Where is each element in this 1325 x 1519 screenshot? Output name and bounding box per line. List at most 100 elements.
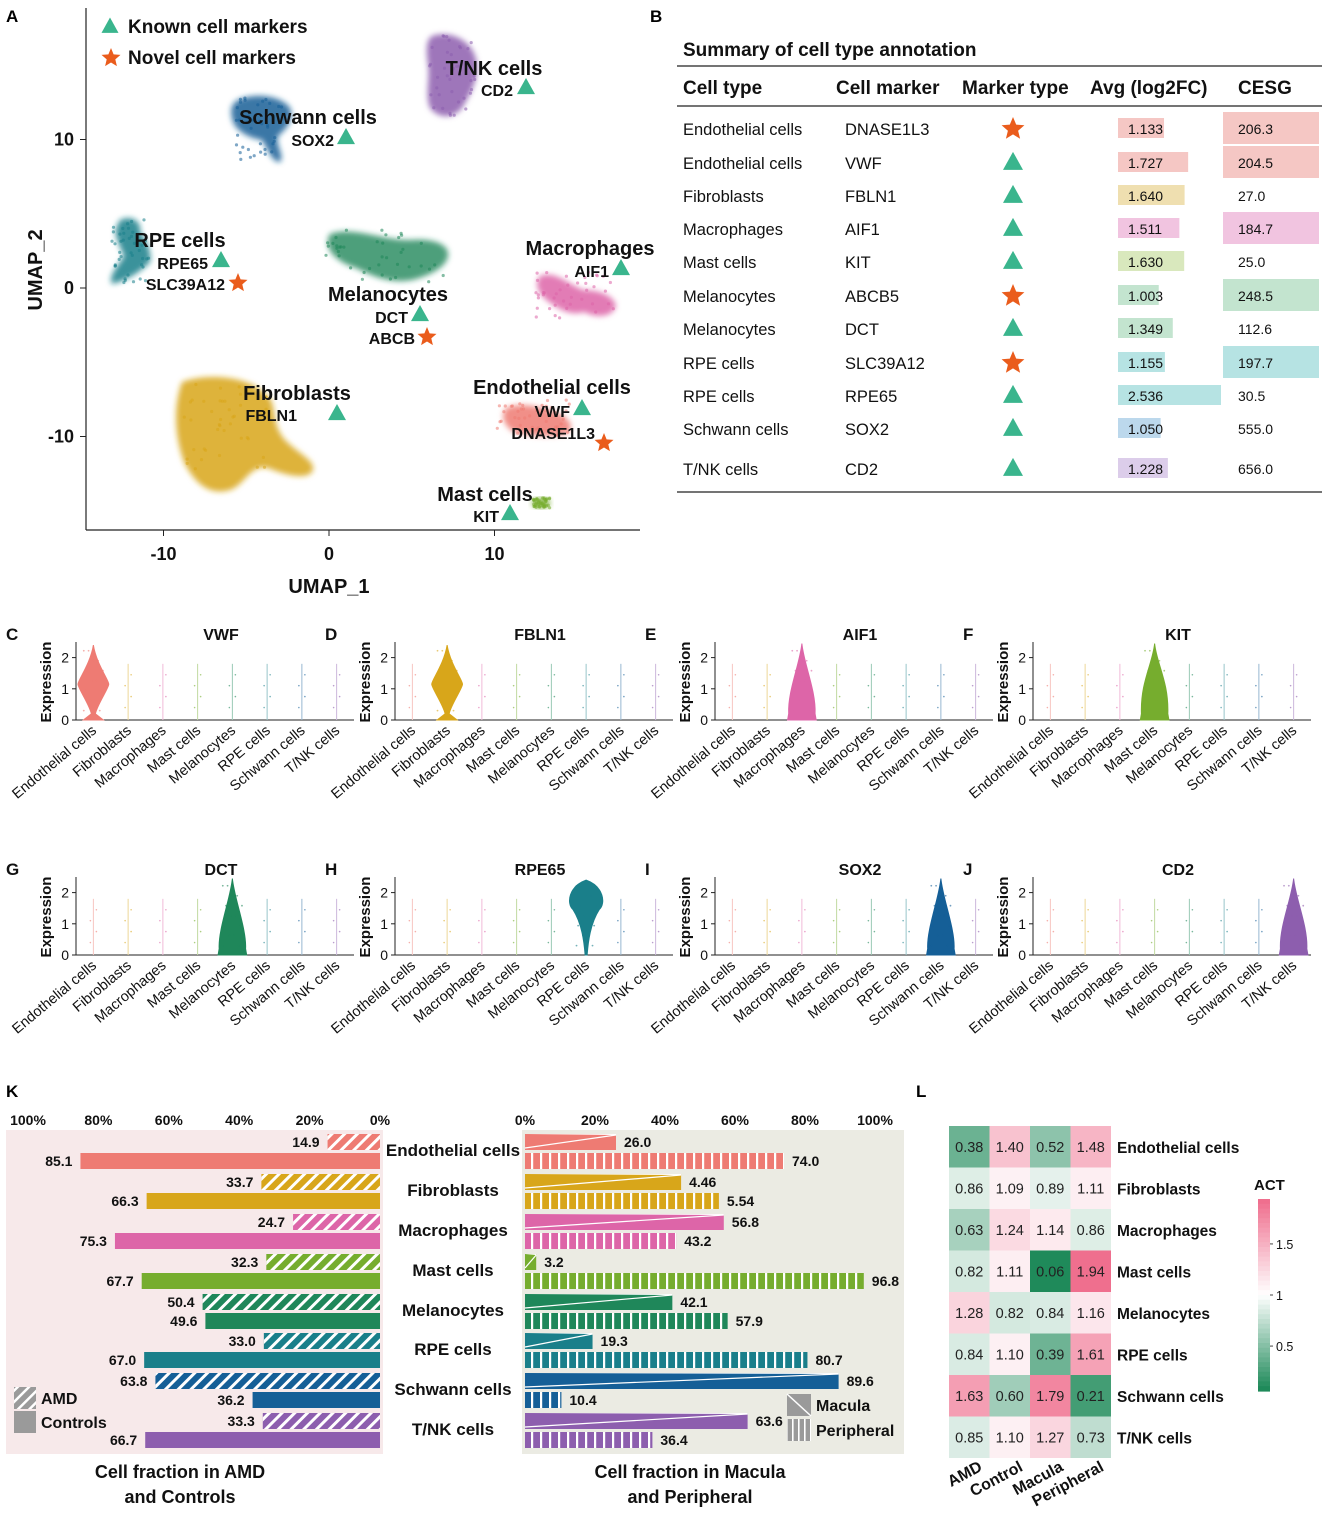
legend-gradient-step: [1258, 1218, 1270, 1224]
macula-bar: [524, 1174, 682, 1190]
macula-wedge-line: [524, 1413, 748, 1428]
violin-point: [159, 684, 161, 687]
violin-point: [1289, 684, 1292, 687]
violin-title: SOX2: [839, 862, 882, 879]
controls-value-label: 66.3: [111, 1193, 138, 1209]
fraction-category-fibroblasts: Fibroblasts: [407, 1181, 499, 1200]
violin-y-tick-label: 0: [1018, 947, 1026, 963]
heatmap-value: 0.06: [1036, 1264, 1064, 1280]
umap-point: [342, 245, 346, 249]
violin-point: [804, 679, 806, 682]
violin-point: [908, 908, 910, 911]
umap-point: [140, 243, 144, 247]
umap-point: [118, 250, 122, 254]
violin-point: [769, 695, 771, 698]
violin-point: [1226, 908, 1228, 911]
umap-point: [517, 416, 521, 420]
macula-wedge: [525, 1134, 616, 1135]
umap-point: [564, 398, 568, 402]
umap-point: [523, 416, 527, 420]
amd-value-label: 24.7: [258, 1214, 285, 1230]
violin-point: [1087, 908, 1089, 911]
umap-points: [110, 34, 615, 510]
umap-point: [218, 386, 223, 390]
violin-point: [1255, 941, 1257, 944]
heatmap-value: 0.86: [955, 1181, 983, 1197]
amd-value-label: 14.9: [292, 1134, 319, 1150]
violin-point: [1286, 904, 1289, 907]
violin-point: [930, 944, 933, 947]
violin-point: [728, 919, 731, 922]
violin-point: [585, 894, 588, 897]
panel-letter: E: [645, 625, 656, 644]
umap-point: [244, 115, 248, 119]
heatmap-value: 0.39: [1036, 1347, 1064, 1363]
umap-point: [113, 242, 117, 246]
violin-point: [193, 941, 196, 944]
table-cell-cesg: 248.5: [1238, 288, 1273, 304]
violin-point: [1283, 944, 1285, 947]
violin-point: [1153, 659, 1156, 662]
umap-point: [432, 106, 436, 110]
umap-point: [117, 257, 121, 261]
umap-point: [449, 53, 453, 57]
umap-point: [335, 246, 339, 250]
umap-point: [238, 100, 243, 104]
violin-point: [798, 941, 800, 944]
umap-point: [141, 256, 145, 261]
macula-peripheral-bars: 0% 20% 40% 60% 80% 100% 26.0 74.0 4.46 5.54 56.8 43…: [515, 1112, 904, 1507]
violin-point: [298, 919, 300, 922]
violin-point: [947, 924, 950, 927]
violin-point: [1087, 673, 1089, 676]
panel-letter: G: [6, 860, 19, 879]
known-marker-triangle-icon: [612, 258, 630, 276]
violin-point: [512, 919, 515, 922]
violin-point: [832, 919, 835, 922]
table-cell-type: Schwann cells: [683, 421, 788, 439]
heatmap-value: 0.73: [1077, 1430, 1105, 1446]
known-marker-triangle-icon: [1003, 417, 1023, 436]
violin-point: [298, 684, 300, 687]
umap-point: [113, 263, 117, 267]
violin-point: [1081, 919, 1083, 922]
marker-label-dnase1l3: DNASE1L3: [511, 426, 595, 443]
umap-point: [535, 278, 540, 282]
table-cell-avg: 1.640: [1128, 188, 1163, 204]
umap-point: [450, 68, 454, 72]
violin-point: [512, 706, 515, 709]
umap-point: [129, 234, 134, 238]
macula-bar: [524, 1333, 593, 1349]
violin-point: [443, 941, 445, 944]
umap-point: [466, 47, 470, 51]
violin-point: [1161, 689, 1164, 692]
violin-point: [1052, 673, 1055, 676]
violin-point: [728, 684, 731, 687]
violin-point: [1226, 930, 1228, 933]
panel-letter: C: [6, 625, 18, 644]
violin-point: [95, 930, 98, 933]
amd-bar-pattern: [202, 1294, 380, 1310]
known-marker-triangle-icon: [1003, 384, 1023, 403]
legend-gradient-step: [1258, 1328, 1270, 1334]
peripheral-bar: [525, 1392, 562, 1408]
legend-amd-swatch: [14, 1387, 36, 1409]
violin-point: [1046, 706, 1049, 709]
legend-gradient-step: [1258, 1314, 1270, 1320]
macula-value-label: 3.2: [544, 1254, 564, 1270]
umap-point: [518, 402, 522, 406]
violin-point: [798, 919, 800, 922]
umap-point: [542, 505, 546, 509]
umap-point: [238, 151, 242, 155]
umap-point: [131, 280, 136, 284]
legend-gradient-step: [1258, 1309, 1270, 1315]
violin-point: [1052, 908, 1055, 911]
left-x-tick-label: 60%: [155, 1112, 184, 1128]
controls-value-label: 49.6: [170, 1313, 197, 1329]
amd-value-label: 63.8: [120, 1373, 147, 1389]
umap-point: [435, 86, 439, 90]
umap-point: [603, 289, 608, 293]
umap-point: [427, 280, 431, 284]
violin-point: [1191, 930, 1194, 933]
